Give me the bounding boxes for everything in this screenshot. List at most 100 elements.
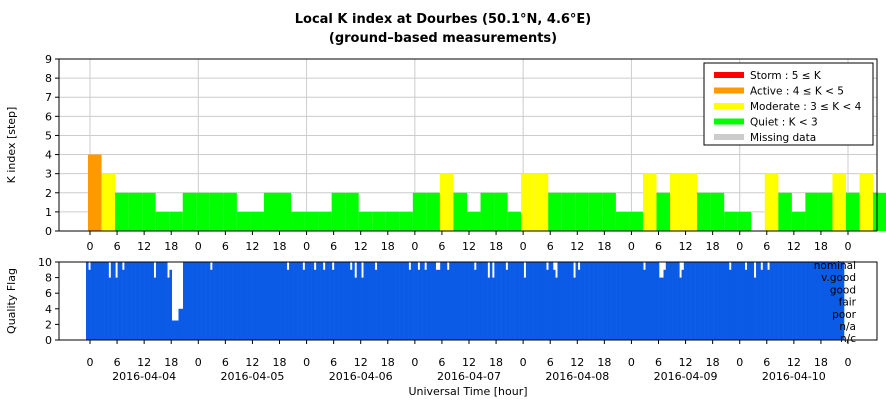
q-bar	[593, 262, 597, 340]
q-bar	[704, 262, 707, 340]
q-bar	[837, 262, 840, 340]
q-bar	[577, 269, 581, 340]
q-bar	[489, 262, 493, 340]
k-bar	[142, 192, 156, 231]
q-bar	[525, 262, 529, 340]
k-bar	[521, 173, 535, 231]
q-bar	[289, 262, 292, 340]
q-bar	[715, 262, 718, 340]
q-bar	[146, 262, 150, 340]
q-bar	[101, 262, 105, 340]
q-bar	[246, 262, 249, 340]
q-bar	[431, 262, 434, 340]
q-bar	[349, 269, 353, 340]
q-bar	[153, 277, 157, 340]
q-bar	[654, 262, 658, 340]
q-bar	[187, 262, 191, 340]
q-xtick-label: 0	[736, 356, 743, 369]
q-xtick-label: 12	[679, 356, 693, 369]
q-bar	[252, 262, 256, 340]
k-bar	[263, 192, 278, 231]
k-bar	[467, 211, 481, 231]
q-bar	[634, 262, 637, 340]
q-ytick-label: 6	[45, 287, 52, 300]
q-bar	[295, 262, 299, 340]
q-bar	[442, 262, 445, 340]
q-date-label: 2016-04-08	[545, 370, 609, 383]
k-bar	[236, 211, 251, 231]
q-date-label: 2016-04-07	[437, 370, 501, 383]
q-bar	[370, 262, 373, 340]
q-bar	[216, 262, 220, 340]
q-bar	[841, 262, 845, 340]
q-plot-frame	[58, 261, 878, 341]
q-bar	[379, 262, 382, 340]
q-bar	[302, 269, 306, 340]
q-bar	[345, 262, 348, 340]
q-bar	[485, 262, 488, 340]
q-bar	[401, 262, 405, 340]
q-bar	[205, 262, 209, 340]
q-bar	[90, 262, 94, 340]
q-bar	[530, 262, 533, 340]
q-bar	[690, 262, 694, 340]
k-xtick-label: 6	[114, 240, 121, 253]
q-bar	[636, 262, 640, 340]
legend-label: Missing data	[750, 132, 816, 144]
k-xtick-label: 0	[736, 240, 743, 253]
q-bar	[783, 262, 786, 340]
k-bar	[629, 211, 643, 231]
q-bar	[203, 262, 206, 340]
q-bar	[329, 262, 333, 340]
q-ytick-label: 4	[45, 303, 52, 316]
k-bar	[88, 154, 102, 231]
q-bar	[133, 262, 136, 340]
q-bar	[647, 262, 651, 340]
q-bar	[458, 262, 461, 340]
k-xtick-label: 12	[462, 240, 476, 253]
q-bar	[787, 262, 791, 340]
q-xtick-label: 0	[195, 356, 202, 369]
q-xtick-label: 12	[787, 356, 801, 369]
k-ytick-label: 7	[45, 91, 52, 104]
q-bar	[104, 262, 107, 340]
q-bar	[347, 262, 351, 340]
k-xtick-label: 0	[87, 240, 94, 253]
q-bar	[492, 277, 495, 340]
q-bar	[356, 262, 360, 340]
q-xtick-label: 12	[137, 356, 151, 369]
k-bar	[764, 173, 779, 231]
k-bar	[480, 192, 495, 231]
q-bar	[386, 262, 389, 340]
q-bar	[460, 262, 464, 340]
q-bar	[119, 262, 123, 340]
q-bar	[248, 262, 251, 340]
q-bar	[183, 262, 186, 340]
k-xtick-label: 12	[787, 240, 801, 253]
q-bar	[801, 262, 804, 340]
k-xtick-label: 0	[520, 240, 527, 253]
q-xtick-label: 6	[547, 356, 554, 369]
chart-subtitle: (ground–based measurements)	[328, 31, 558, 46]
q-date-label: 2016-04-04	[112, 370, 176, 383]
q-bar	[377, 262, 380, 340]
legend: Storm : 5 ≤ K Active : 4 ≤ K < 5 Moderate …	[703, 62, 874, 146]
q-date-label: 2016-04-05	[220, 370, 284, 383]
q-bar	[677, 262, 680, 340]
k-bar	[304, 211, 319, 231]
q-xtick-label: 0	[411, 356, 418, 369]
q-bar	[699, 262, 703, 340]
q-bar	[243, 262, 247, 340]
q-bar	[86, 262, 89, 340]
k-bar	[453, 192, 467, 231]
q-bar	[796, 262, 800, 340]
q-bar	[424, 269, 427, 340]
q-bar	[117, 262, 121, 340]
q-bar	[155, 262, 159, 340]
k-bar	[602, 192, 616, 231]
k-bar	[101, 173, 116, 231]
q-bar	[665, 262, 669, 340]
q-bar	[656, 262, 660, 340]
q-bar	[298, 262, 301, 340]
